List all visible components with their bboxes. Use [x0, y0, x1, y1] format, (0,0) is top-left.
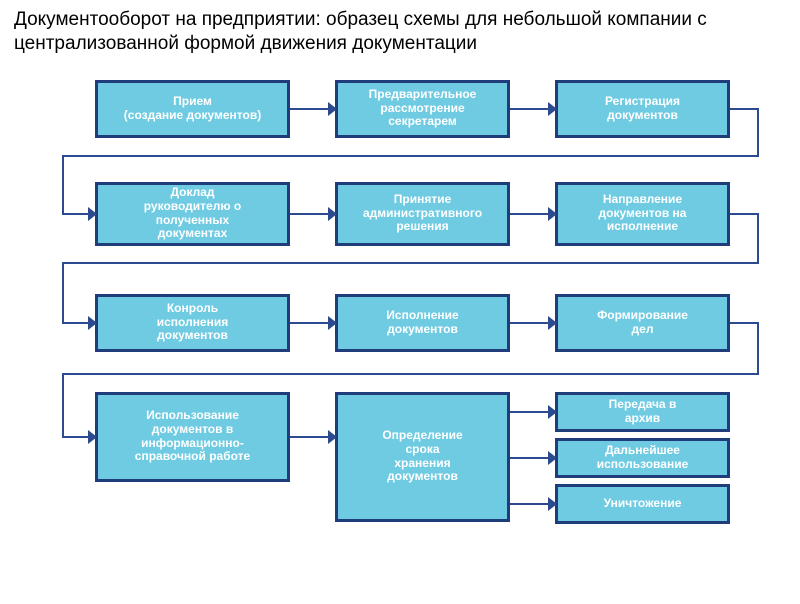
connector-segment [62, 436, 90, 438]
connector-segment [62, 373, 64, 438]
connector-segment [757, 108, 759, 157]
connector-segment [62, 373, 758, 375]
connector-segment [510, 108, 550, 110]
connector-segment [510, 213, 550, 215]
flow-node-n7: Конрольисполнениядокументов [95, 294, 290, 352]
page-title: Документооборот на предприятии: образец … [0, 0, 800, 60]
arrow-right-icon [548, 207, 557, 221]
connector-segment [730, 108, 758, 110]
arrow-right-icon [328, 316, 337, 330]
connector-segment [62, 155, 64, 215]
flow-node-n9: Формированиедел [555, 294, 730, 352]
flow-node-n6: Направлениедокументов наисполнение [555, 182, 730, 246]
connector-segment [290, 108, 330, 110]
arrow-right-icon [548, 102, 557, 116]
connector-segment [62, 155, 758, 157]
flow-node-n13: Дальнейшееиспользование [555, 438, 730, 478]
connector-segment [62, 262, 64, 324]
flow-node-n11: Определениесрокахранениядокументов [335, 392, 510, 522]
arrow-right-icon [328, 102, 337, 116]
flowchart-canvas: Прием(создание документов) Предварительно… [0, 60, 800, 604]
flow-node-n5: Принятиеадминистративногорешения [335, 182, 510, 246]
arrow-right-icon [548, 497, 557, 511]
flow-node-n1: Прием(создание документов) [95, 80, 290, 138]
arrow-right-icon [88, 316, 97, 330]
connector-segment [62, 213, 90, 215]
flow-node-n10: Использованиедокументов винформационно-с… [95, 392, 290, 482]
arrow-right-icon [548, 451, 557, 465]
connector-segment [757, 213, 759, 264]
connector-segment [62, 322, 90, 324]
arrow-right-icon [548, 316, 557, 330]
connector-segment [510, 411, 550, 413]
flow-node-n2: Предварительноерассмотрениесекретарем [335, 80, 510, 138]
arrow-right-icon [328, 207, 337, 221]
connector-segment [510, 503, 550, 505]
arrow-right-icon [88, 207, 97, 221]
arrow-right-icon [328, 430, 337, 444]
connector-segment [290, 322, 330, 324]
connector-segment [290, 213, 330, 215]
connector-segment [290, 436, 330, 438]
arrow-right-icon [88, 430, 97, 444]
connector-segment [510, 322, 550, 324]
connector-segment [730, 322, 758, 324]
connector-segment [757, 322, 759, 375]
flow-node-n3: Регистрациядокументов [555, 80, 730, 138]
flow-node-n4: Докладруководителю ополученныхдокументах [95, 182, 290, 246]
flow-node-n8: Исполнениедокументов [335, 294, 510, 352]
flow-node-n12: Передача вархив [555, 392, 730, 432]
arrow-right-icon [548, 405, 557, 419]
connector-segment [62, 262, 758, 264]
connector-segment [510, 457, 550, 459]
connector-segment [730, 213, 758, 215]
flow-node-n14: Уничтожение [555, 484, 730, 524]
